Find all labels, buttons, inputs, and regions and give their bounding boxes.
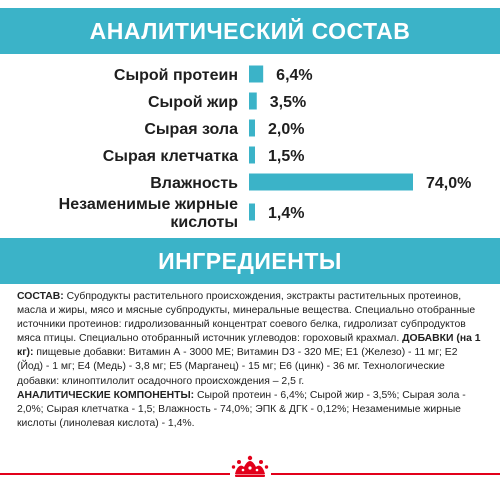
- bar-category-label: Сырой протеин: [114, 67, 238, 84]
- analytical-components-text: Сырой протеин - 6,4%; Сырой жир - 3,5%; …: [17, 389, 466, 429]
- composition-text-block: СОСТАВ: Субпродукты растительного происх…: [17, 290, 485, 431]
- composition-text: Субпродукты растительного происхождения,…: [17, 291, 476, 345]
- bar-value-label: 1,5%: [268, 148, 304, 165]
- bar: [249, 173, 413, 191]
- analysis-header: АНАЛИТИЧЕСКИЙ СОСТАВ: [0, 8, 500, 54]
- ingredients-title: ИНГРЕДИЕНТЫ: [158, 248, 342, 274]
- brand-line-left: [0, 473, 230, 475]
- additives-text: пищевые добавки: Витамин А - 3000 МЕ; Ви…: [17, 347, 458, 387]
- bar: [249, 92, 257, 110]
- analytical-components-label: АНАЛИТИЧЕСКИЕ КОМПОНЕНТЫ:: [17, 389, 195, 401]
- bar: [249, 203, 255, 221]
- additives-label: ДОБАВКИ (на 1 кг):: [17, 333, 481, 359]
- bar-value-label: 1,4%: [268, 205, 304, 222]
- ingredients-header: ИНГРЕДИЕНТЫ: [0, 238, 500, 284]
- bar-value-label: 74,0%: [426, 175, 471, 192]
- bar: [249, 119, 255, 137]
- bar-category-label: Незаменимые жирные кислоты: [59, 196, 238, 231]
- crown-icon: [231, 455, 269, 477]
- bar-category-label: Сырой жир: [148, 94, 238, 111]
- brand-line-right: [271, 473, 500, 475]
- bar-value-label: 3,5%: [270, 94, 306, 111]
- analysis-title: АНАЛИТИЧЕСКИЙ СОСТАВ: [89, 18, 411, 44]
- bar-category-label: Сырая зола: [144, 121, 238, 138]
- bar-category-label: Влажность: [150, 175, 238, 192]
- bar-value-label: 6,4%: [276, 67, 312, 84]
- composition-label: СОСТАВ:: [17, 291, 64, 302]
- bar: [249, 146, 255, 164]
- composition-bar-chart: Сырой протеин 6,4% Сырой жир 3,5% Сырая зола…: [59, 65, 471, 231]
- bar-value-label: 2,0%: [268, 121, 304, 138]
- bar-category-label: Сырая клетчатка: [103, 148, 238, 165]
- bar: [249, 65, 264, 83]
